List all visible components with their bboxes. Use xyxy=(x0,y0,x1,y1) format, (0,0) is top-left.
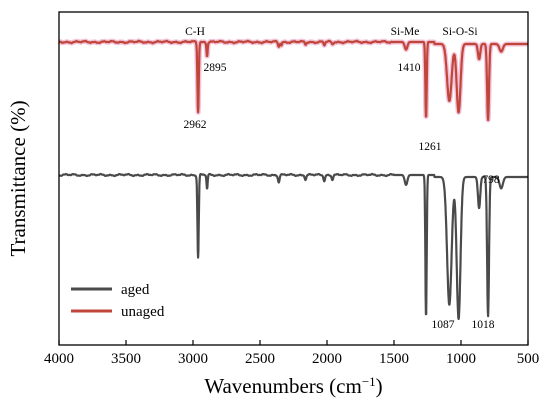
annotation-2962: 2962 xyxy=(184,119,207,131)
x-ticks xyxy=(58,340,529,345)
annotation-1018: 1018 xyxy=(472,319,495,331)
x-tick-label: 500 xyxy=(517,351,540,367)
annotation-2895: 2895 xyxy=(204,62,227,74)
annotation-c-h: C-H xyxy=(185,26,205,38)
series-line-unaged xyxy=(58,39,529,122)
annotation-1410: 1410 xyxy=(398,62,421,74)
plot-content xyxy=(56,38,531,321)
legend: aged unaged xyxy=(71,282,165,320)
annotation-1087: 1087 xyxy=(432,319,455,331)
series-line-aged xyxy=(58,172,529,321)
x-tick-label: 1500 xyxy=(379,351,409,367)
annotation-1261: 1261 xyxy=(419,141,442,153)
x-tick-label: 1000 xyxy=(446,351,476,367)
x-tick-label: 3500 xyxy=(111,351,141,367)
x-tick-labels: 4000 3500 3000 2500 2000 1500 1000 500 xyxy=(44,351,539,367)
plot-frame xyxy=(58,11,529,346)
annotation-si-me: Si-Me xyxy=(391,26,420,38)
x-tick-label: 2500 xyxy=(245,351,275,367)
y-axis-title: Transmittance (%) xyxy=(6,100,30,256)
x-tick-label: 2000 xyxy=(312,351,342,367)
annotation-si-o-si: Si-O-Si xyxy=(442,26,477,38)
annotation-798: 798 xyxy=(482,174,500,186)
legend-label-unaged: unaged xyxy=(121,304,165,320)
legend-label-aged: aged xyxy=(121,282,150,298)
x-tick-label: 3000 xyxy=(178,351,208,367)
x-axis-title: Wavenumbers (cm−1) xyxy=(204,374,382,399)
x-tick-label: 4000 xyxy=(44,351,74,367)
peak-annotations: C-H Si-Me Si-O-Si 2895 2962 1410 1261 798 1087 10… xyxy=(184,26,500,331)
